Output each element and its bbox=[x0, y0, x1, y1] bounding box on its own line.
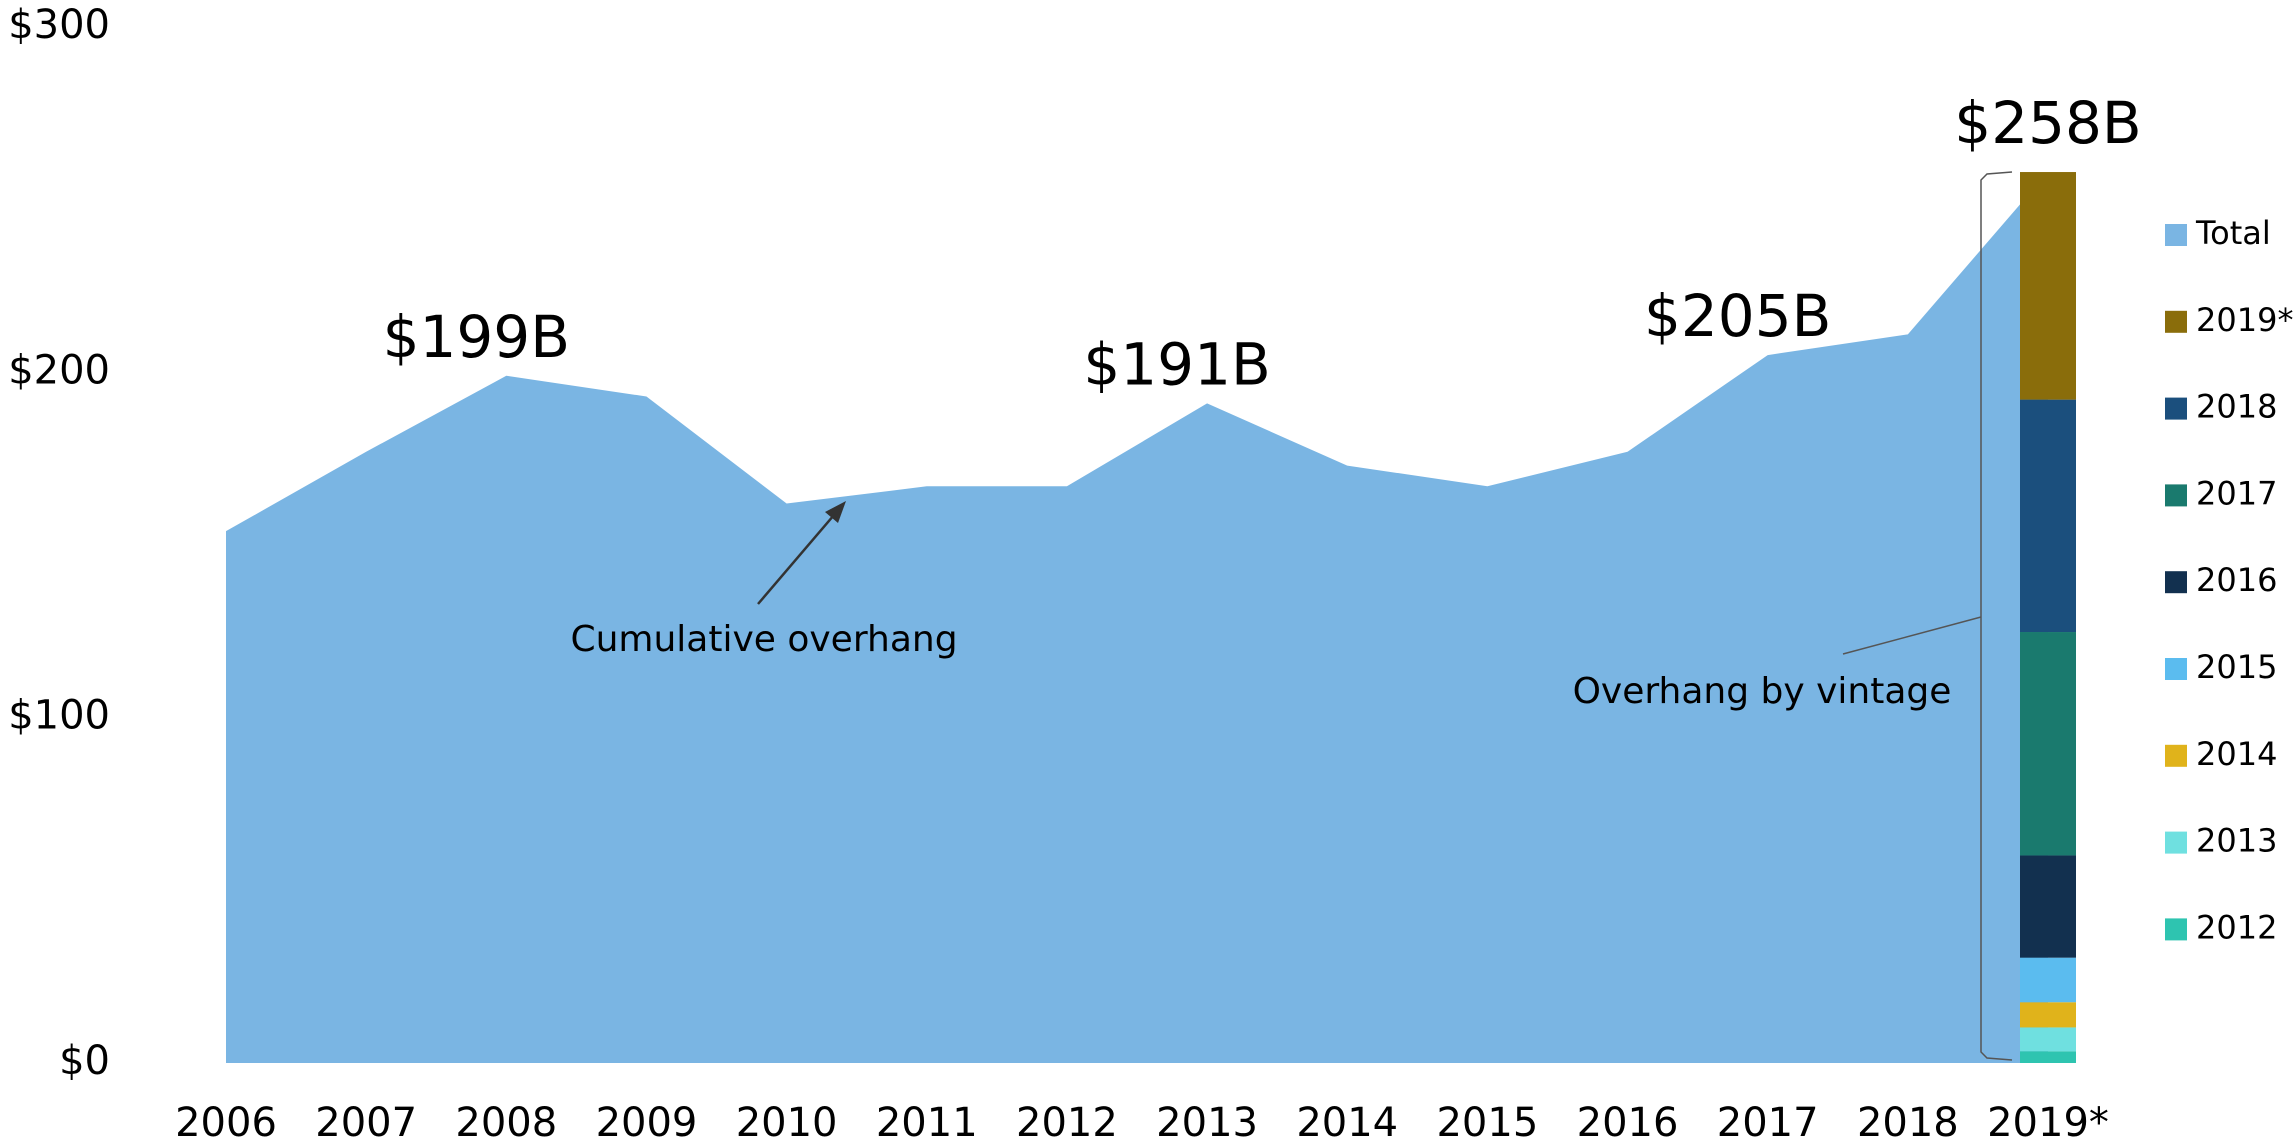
bar-segment bbox=[2020, 172, 2076, 400]
legend-swatch bbox=[2165, 310, 2187, 333]
x-tick-label: 2011 bbox=[876, 1100, 978, 1138]
bar-segment bbox=[2020, 632, 2076, 856]
x-tick-label: 2009 bbox=[596, 1100, 698, 1138]
x-tick-label: 2015 bbox=[1436, 1100, 1538, 1138]
bar-segment bbox=[2020, 1002, 2076, 1028]
y-tick-label: $100 bbox=[8, 693, 110, 739]
legend-label: 2016 bbox=[2196, 561, 2277, 599]
arrow-line bbox=[757, 507, 841, 605]
x-tick-label: 2007 bbox=[315, 1100, 417, 1138]
legend-label: 2014 bbox=[2196, 735, 2277, 773]
x-tick-label: 2014 bbox=[1296, 1100, 1398, 1138]
x-tick-label: 2019* bbox=[1987, 1100, 2109, 1138]
arrow-head bbox=[825, 501, 846, 523]
legend-label: Total bbox=[2195, 214, 2271, 252]
legend-label: 2013 bbox=[2196, 822, 2277, 860]
x-tick-label: 2017 bbox=[1717, 1100, 1819, 1138]
legend-swatch bbox=[2165, 918, 2187, 941]
data-label: $199B bbox=[383, 303, 570, 371]
legend-swatch bbox=[2165, 224, 2187, 246]
x-tick-label: 2016 bbox=[1577, 1100, 1679, 1138]
y-tick-label: $0 bbox=[59, 1038, 110, 1084]
x-tick-label: 2006 bbox=[175, 1100, 277, 1138]
legend-swatch bbox=[2165, 484, 2187, 507]
annotation: Cumulative overhang bbox=[570, 619, 957, 660]
legend-swatch bbox=[2165, 571, 2187, 594]
area bbox=[226, 172, 2048, 1064]
legend-label: 2015 bbox=[2196, 648, 2277, 686]
x-tick-label: 2008 bbox=[455, 1100, 557, 1138]
bar-segment bbox=[2020, 399, 2076, 633]
legend-label: 2018 bbox=[2196, 388, 2277, 426]
x-tick-label: 2010 bbox=[736, 1100, 838, 1138]
x-tick-label: 2013 bbox=[1156, 1100, 1258, 1138]
legend-label: 2012 bbox=[2196, 908, 2277, 946]
bar-segment bbox=[2020, 1051, 2076, 1063]
data-label: $205B bbox=[1644, 282, 1831, 350]
bar-segment bbox=[2020, 855, 2076, 958]
legend-label: 2019* bbox=[2196, 301, 2293, 339]
data-label: $258B bbox=[1954, 89, 2141, 157]
x-tick-label: 2018 bbox=[1857, 1100, 1959, 1138]
y-tick-label: $300 bbox=[8, 2, 110, 48]
annotation: Overhang by vintage bbox=[1573, 671, 1952, 712]
data-label: $191B bbox=[1083, 331, 1270, 399]
x-tick-label: 2012 bbox=[1016, 1100, 1118, 1138]
bracket bbox=[1980, 171, 2013, 1061]
y-tick-label: $200 bbox=[8, 347, 110, 393]
legend-label: 2017 bbox=[2196, 474, 2277, 512]
legend-swatch bbox=[2165, 397, 2187, 420]
legend-swatch bbox=[2165, 744, 2187, 767]
leader-line bbox=[1842, 616, 1982, 655]
legend-swatch bbox=[2165, 831, 2187, 854]
bar-segment bbox=[2020, 957, 2076, 1003]
bar-segment bbox=[2020, 1027, 2076, 1052]
legend-swatch bbox=[2165, 658, 2187, 680]
